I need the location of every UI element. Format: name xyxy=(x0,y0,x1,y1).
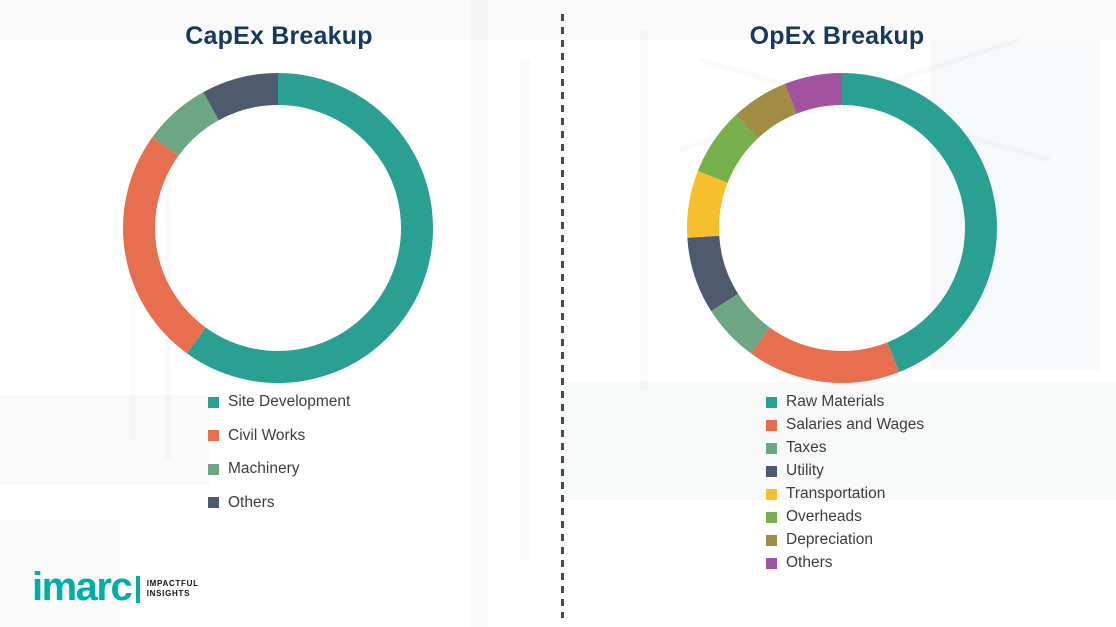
legend-label-civil-works: Civil Works xyxy=(228,426,306,444)
legend-label-others: Others xyxy=(786,554,833,572)
opex-chart-title: OpEx Breakup xyxy=(749,22,925,50)
legend-item-transportation: Transportation xyxy=(766,485,924,504)
legend-marker-utility xyxy=(766,465,777,477)
legend-label-taxes: Taxes xyxy=(786,439,827,457)
logo-tagline-line2: INSIGHTS xyxy=(146,589,191,598)
donut-segment-depreciation xyxy=(735,83,798,139)
legend-marker-machinery xyxy=(208,463,219,475)
donut-segment-others xyxy=(784,73,843,114)
legend-label-utility: Utility xyxy=(786,462,824,480)
legend-label-raw-materials: Raw Materials xyxy=(786,393,885,411)
donut-segment-salaries-and-wages xyxy=(750,327,900,383)
legend-item-depreciation: Depreciation xyxy=(766,531,924,550)
legend-marker-taxes xyxy=(766,442,777,454)
legend-label-site-development: Site Development xyxy=(228,393,351,411)
legend-item-taxes: Taxes xyxy=(766,439,924,458)
donut-segment-transportation xyxy=(687,170,728,238)
legend-marker-transportation xyxy=(766,488,777,500)
logo-divider-bar xyxy=(136,575,140,603)
legend-marker-civil-works xyxy=(208,430,219,442)
legend-marker-raw-materials xyxy=(766,396,777,408)
capex-donut-chart xyxy=(123,73,433,383)
donut-segment-taxes xyxy=(711,293,771,354)
capex-chart-title: CapEx Breakup xyxy=(185,22,373,50)
legend-item-others: Others xyxy=(208,494,350,513)
legend-item-civil-works: Civil Works xyxy=(208,427,350,446)
legend-marker-overheads xyxy=(766,511,777,523)
logo-tagline: IMPACTFUL INSIGHTS xyxy=(147,579,199,600)
legend-item-site-development: Site Development xyxy=(208,393,350,412)
legend-label-machinery: Machinery xyxy=(228,460,300,478)
donut-segment-utility xyxy=(687,235,739,312)
donut-segment-site-development xyxy=(186,73,433,383)
imarc-logo: imarc IMPACTFUL INSIGHTS xyxy=(32,567,199,607)
legend-label-others: Others xyxy=(228,493,275,511)
dashed-divider xyxy=(561,14,564,618)
opex-panel: OpEx Breakup Raw Materials Salaries and W… xyxy=(558,0,1116,627)
legend-item-raw-materials: Raw Materials xyxy=(766,393,924,412)
legend-marker-depreciation xyxy=(766,534,777,546)
legend-label-salaries-and-wages: Salaries and Wages xyxy=(786,416,925,434)
capex-panel: CapEx Breakup Site Development Civil Work… xyxy=(123,22,433,512)
opex-legend: Raw Materials Salaries and Wages Taxes Util… xyxy=(766,393,924,573)
logo-tagline-line1: IMPACTFUL xyxy=(146,578,199,588)
opex-donut-chart xyxy=(687,73,997,383)
legend-item-salaries-and-wages: Salaries and Wages xyxy=(766,416,924,435)
legend-item-machinery: Machinery xyxy=(208,460,350,479)
donut-segment-overheads xyxy=(697,115,759,184)
imarc-logo-text: imarc xyxy=(32,565,133,609)
legend-item-utility: Utility xyxy=(766,462,924,481)
capex-legend: Site Development Civil Works Machinery Othe… xyxy=(208,393,350,512)
donut-segment-machinery xyxy=(152,92,220,157)
legend-marker-salaries-and-wages xyxy=(766,419,777,431)
legend-label-depreciation: Depreciation xyxy=(786,531,874,549)
legend-item-others: Others xyxy=(766,554,924,573)
legend-marker-others xyxy=(766,557,777,569)
donut-segment-civil-works xyxy=(123,136,206,354)
legend-item-overheads: Overheads xyxy=(766,508,924,527)
legend-marker-site-development xyxy=(208,396,219,408)
legend-marker-others xyxy=(208,497,219,509)
donut-segment-others xyxy=(203,73,279,121)
donut-segment-raw-materials xyxy=(841,73,997,373)
legend-label-overheads: Overheads xyxy=(786,508,862,526)
legend-label-transportation: Transportation xyxy=(786,485,886,503)
